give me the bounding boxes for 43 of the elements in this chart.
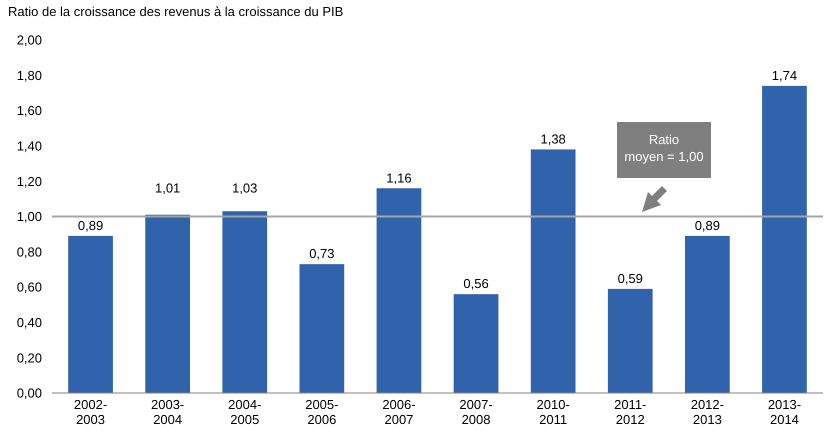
y-tick-label: 2,00 — [16, 32, 42, 48]
y-tick-label: 1,20 — [16, 174, 42, 189]
data-label: 1,03 — [232, 180, 258, 196]
x-tick-label: 2012-2013 — [690, 397, 724, 427]
x-tick-label: 2003-2004 — [151, 397, 184, 427]
x-tick-label: 2011-2012 — [614, 397, 646, 427]
bar — [530, 149, 576, 393]
data-label: 0,59 — [618, 270, 643, 286]
bar — [145, 214, 190, 393]
annotation: Ratio moyen = 1,00 — [624, 132, 704, 164]
bar — [68, 236, 113, 393]
y-tick-label: 0,20 — [16, 350, 42, 366]
y-tick-label: 1,40 — [16, 138, 42, 154]
data-label: 0,56 — [463, 276, 489, 292]
bar — [762, 86, 807, 393]
x-tick-label: 2002-2003 — [74, 397, 108, 427]
x-tick-label: 2004-2005 — [228, 397, 262, 427]
x-tick-label: 2013-2014 — [768, 397, 802, 427]
bar — [222, 211, 268, 393]
y-axis-title: Ratio de la croissance des revenus à la croissance du PIB — [8, 4, 344, 19]
bar — [684, 236, 730, 393]
bar — [608, 288, 653, 393]
data-label: 0,73 — [309, 246, 335, 262]
y-tick-label: 0,40 — [16, 314, 42, 330]
y-tick-label: 0,80 — [16, 244, 42, 260]
y-tick-label: 0,60 — [16, 280, 42, 295]
bar — [376, 188, 422, 393]
data-label: 0,89 — [694, 218, 720, 233]
data-label: 1,74 — [772, 68, 798, 83]
x-tick-label: 2007-2008 — [459, 397, 493, 427]
data-label: 1,16 — [386, 170, 412, 186]
x-tick-label: 2010-2011 — [536, 397, 570, 427]
x-tick-label: 2005-2006 — [305, 397, 338, 427]
data-label: 0,89 — [78, 218, 104, 233]
y-tick-label: 0,00 — [16, 386, 42, 401]
bar — [454, 294, 498, 393]
bar — [299, 264, 344, 393]
y-tick-label: 1,80 — [16, 68, 42, 83]
data-label: 1,38 — [540, 131, 566, 146]
data-label: 1,01 — [154, 180, 180, 196]
y-tick-label: 1,60 — [16, 103, 42, 118]
x-tick-label: 2006-2007 — [382, 397, 416, 427]
y-tick-label: 1,00 — [16, 209, 42, 224]
